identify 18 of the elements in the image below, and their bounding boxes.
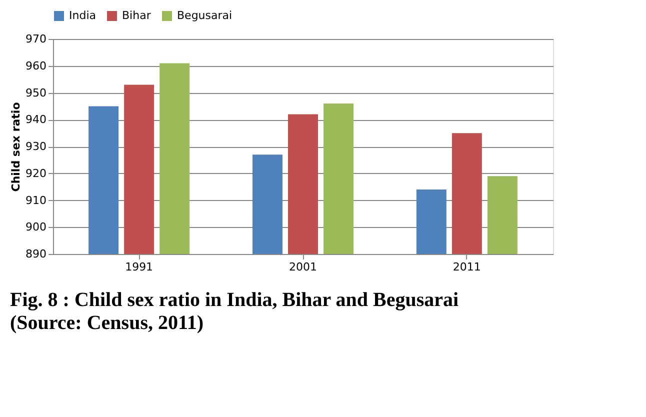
- y-tick-label: 960: [26, 59, 46, 72]
- y-tick-label: 890: [26, 248, 46, 260]
- y-tick-label: 940: [26, 113, 46, 126]
- x-tick-label: 2011: [452, 260, 481, 274]
- text: (Source: Census, 2011): [10, 312, 204, 334]
- y-tick-label: 970: [26, 32, 46, 46]
- y-tick-label: 900: [26, 220, 46, 234]
- y-tick-label: 920: [26, 166, 46, 180]
- text: Fig. 8 : Child sex ratio in India, Bihar and Begusarai: [10, 289, 460, 311]
- legend-label: India: [69, 9, 96, 22]
- y-tick-label: 930: [26, 140, 46, 153]
- y-tick-label: 950: [26, 86, 46, 100]
- x-tick-label: 2001: [289, 260, 317, 274]
- x-tick-label: 1991: [125, 260, 154, 274]
- legend-label: Bihar: [122, 9, 152, 22]
- y-tick-label: 910: [26, 194, 46, 207]
- y-axis-title: Child sex ratio: [10, 102, 23, 192]
- legend-label: Begusarai: [177, 9, 232, 22]
